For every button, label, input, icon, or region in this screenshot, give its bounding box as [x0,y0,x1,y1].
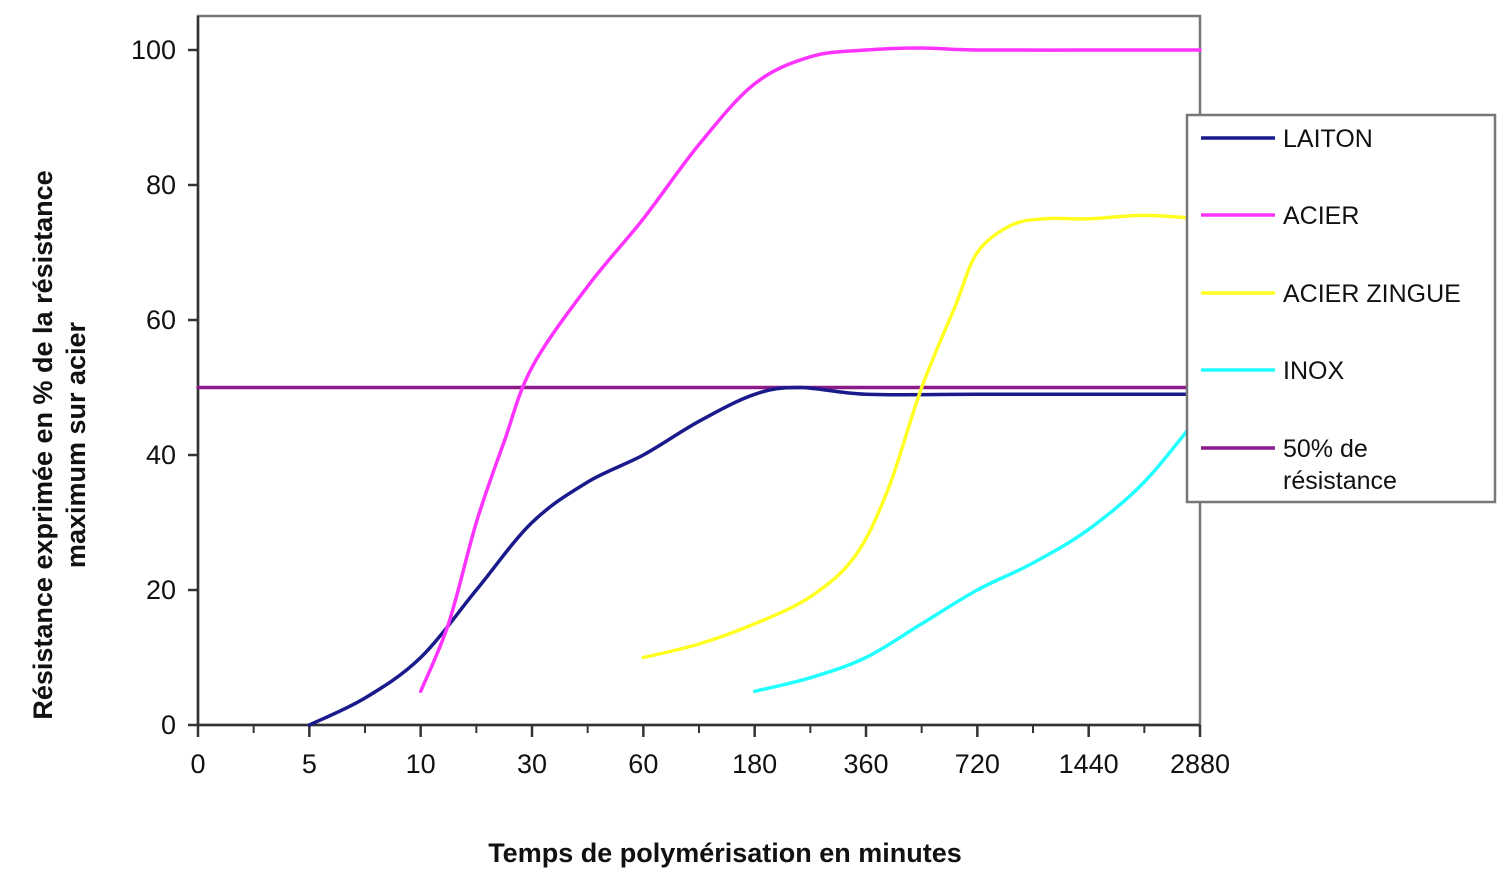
x-tick-label: 180 [732,749,777,779]
y-tick-label: 80 [146,170,176,200]
legend-label-inox: INOX [1283,357,1344,385]
series-line-acier-zingue [641,213,1202,660]
legend-label-acier-zingue: ACIER ZINGUE [1283,280,1461,308]
x-tick-label: 10 [406,749,436,779]
x-tick-label: 0 [190,749,205,779]
x-axis-title: Temps de polymérisation en minutes [488,838,962,868]
x-tick-label: 60 [628,749,658,779]
legend-box [1185,113,1497,504]
series-line-acier [418,46,1202,694]
series-line-laiton [307,385,1202,727]
y-tick-label: 0 [161,710,176,740]
y-tick-label: 100 [131,35,176,65]
y-tick-label: 20 [146,575,176,605]
x-tick-label: 360 [843,749,888,779]
y-tick-label: 40 [146,440,176,470]
y-axis-title-line: Résistance exprimée en % de la résistanc… [28,170,58,719]
x-tick-label: 2880 [1170,749,1230,779]
y-axis-title-line: maximum sur acier [61,321,91,568]
series-line-inox [752,412,1202,694]
y-tick-label: 60 [146,305,176,335]
plot-area-frame [196,14,1202,727]
legend-label-50-de-r-sistance: 50% de [1283,435,1368,463]
x-tick-label: 5 [302,749,317,779]
y-axis-title-group: Résistance exprimée en % de la résistanc… [28,170,91,719]
legend-label-acier: ACIER [1283,202,1359,230]
x-tick-label: 720 [955,749,1000,779]
legend-label-50-de-r-sistance: résistance [1283,467,1397,495]
legend-label-laiton: LAITON [1283,125,1373,153]
x-tick-label: 30 [517,749,547,779]
x-tick-label: 1440 [1059,749,1119,779]
